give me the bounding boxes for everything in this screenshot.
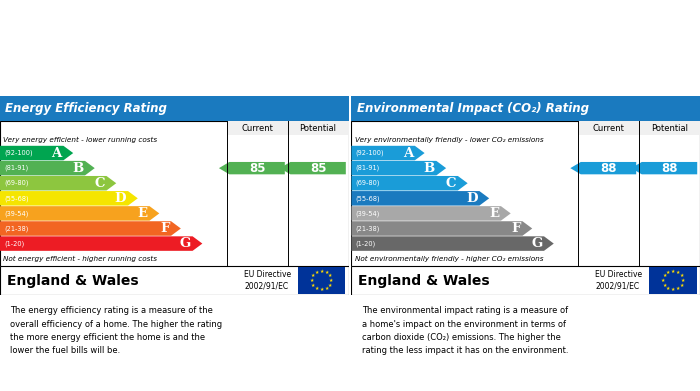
Text: (92-100): (92-100) — [4, 150, 33, 156]
Text: (21-38): (21-38) — [356, 225, 380, 232]
Text: ★: ★ — [661, 278, 666, 283]
Polygon shape — [351, 176, 468, 190]
Text: G: G — [531, 237, 542, 250]
Text: E: E — [489, 207, 499, 220]
Text: ★: ★ — [329, 278, 333, 283]
Text: The environmental impact rating is a measure of
a home's impact on the environme: The environmental impact rating is a mea… — [362, 307, 568, 355]
Text: ★: ★ — [309, 278, 314, 283]
Text: ★: ★ — [328, 273, 332, 278]
Text: A: A — [52, 147, 62, 160]
Text: EU Directive
2002/91/EC: EU Directive 2002/91/EC — [244, 271, 291, 291]
Text: Current: Current — [593, 124, 624, 133]
Bar — [578, 121, 700, 135]
Text: Potential: Potential — [651, 124, 688, 133]
Text: Current: Current — [241, 124, 273, 133]
Text: Not environmentally friendly - higher CO₂ emissions: Not environmentally friendly - higher CO… — [355, 255, 543, 262]
Text: ★: ★ — [676, 270, 680, 275]
Text: The energy efficiency rating is a measure of the
overall efficiency of a home. T: The energy efficiency rating is a measur… — [10, 307, 223, 355]
Polygon shape — [0, 221, 181, 236]
Bar — [227, 121, 349, 135]
Text: A: A — [403, 147, 413, 160]
Text: 85: 85 — [310, 161, 326, 175]
Text: ★: ★ — [319, 269, 324, 274]
Text: (21-38): (21-38) — [4, 225, 29, 232]
Text: ★: ★ — [319, 287, 324, 292]
Polygon shape — [0, 191, 138, 206]
Text: G: G — [180, 237, 191, 250]
Text: ★: ★ — [671, 269, 676, 274]
Polygon shape — [0, 236, 202, 251]
Text: 88: 88 — [662, 161, 678, 175]
Polygon shape — [351, 221, 532, 236]
Text: ★: ★ — [671, 287, 676, 292]
Text: (69-80): (69-80) — [4, 180, 29, 187]
Text: (1-20): (1-20) — [4, 240, 25, 247]
Text: (81-91): (81-91) — [4, 165, 29, 171]
Text: (81-91): (81-91) — [356, 165, 380, 171]
Text: ★: ★ — [324, 270, 329, 275]
Text: (55-68): (55-68) — [4, 195, 29, 202]
Text: C: C — [94, 177, 105, 190]
Text: Very environmentally friendly - lower CO₂ emissions: Very environmentally friendly - lower CO… — [355, 137, 543, 143]
Text: Very energy efficient - lower running costs: Very energy efficient - lower running co… — [4, 137, 158, 143]
Polygon shape — [0, 161, 94, 176]
Text: B: B — [424, 161, 435, 175]
Text: D: D — [466, 192, 477, 205]
Text: (69-80): (69-80) — [356, 180, 380, 187]
Text: (55-68): (55-68) — [356, 195, 380, 202]
Text: Environmental Impact (CO₂) Rating: Environmental Impact (CO₂) Rating — [356, 102, 589, 115]
Text: (92-100): (92-100) — [356, 150, 384, 156]
Polygon shape — [351, 236, 554, 251]
Text: B: B — [72, 161, 83, 175]
Text: E: E — [138, 207, 148, 220]
Text: ★: ★ — [666, 270, 671, 275]
Text: ★: ★ — [662, 273, 666, 278]
Polygon shape — [0, 176, 116, 190]
Text: Energy Efficiency Rating: Energy Efficiency Rating — [5, 102, 167, 115]
Text: ★: ★ — [311, 283, 315, 288]
Text: C: C — [446, 177, 456, 190]
Text: EU Directive
2002/91/EC: EU Directive 2002/91/EC — [596, 271, 643, 291]
Text: ★: ★ — [662, 283, 666, 288]
Polygon shape — [570, 162, 636, 174]
Polygon shape — [351, 206, 511, 221]
Text: 85: 85 — [248, 161, 265, 175]
Text: ★: ★ — [676, 286, 680, 291]
Text: ★: ★ — [328, 283, 332, 288]
Bar — [298, 267, 345, 294]
Polygon shape — [631, 162, 697, 174]
Polygon shape — [219, 162, 285, 174]
Text: ★: ★ — [314, 270, 319, 275]
Text: ★: ★ — [679, 273, 684, 278]
Polygon shape — [280, 162, 346, 174]
Polygon shape — [351, 191, 489, 206]
Text: ★: ★ — [680, 278, 685, 283]
Polygon shape — [0, 146, 74, 160]
Bar — [650, 267, 696, 294]
Text: F: F — [512, 222, 521, 235]
Text: F: F — [160, 222, 169, 235]
Text: ★: ★ — [314, 286, 319, 291]
Text: D: D — [115, 192, 126, 205]
Text: England & Wales: England & Wales — [358, 274, 490, 287]
Text: Potential: Potential — [300, 124, 337, 133]
Text: ★: ★ — [324, 286, 329, 291]
Text: Not energy efficient - higher running costs: Not energy efficient - higher running co… — [4, 255, 158, 262]
Polygon shape — [351, 161, 446, 176]
Text: England & Wales: England & Wales — [7, 274, 139, 287]
Text: (1-20): (1-20) — [356, 240, 376, 247]
Text: 88: 88 — [600, 161, 617, 175]
Polygon shape — [351, 146, 425, 160]
Text: (39-54): (39-54) — [4, 210, 29, 217]
Polygon shape — [0, 206, 160, 221]
Text: (39-54): (39-54) — [356, 210, 380, 217]
Text: ★: ★ — [311, 273, 315, 278]
Text: ★: ★ — [679, 283, 684, 288]
Text: ★: ★ — [666, 286, 671, 291]
